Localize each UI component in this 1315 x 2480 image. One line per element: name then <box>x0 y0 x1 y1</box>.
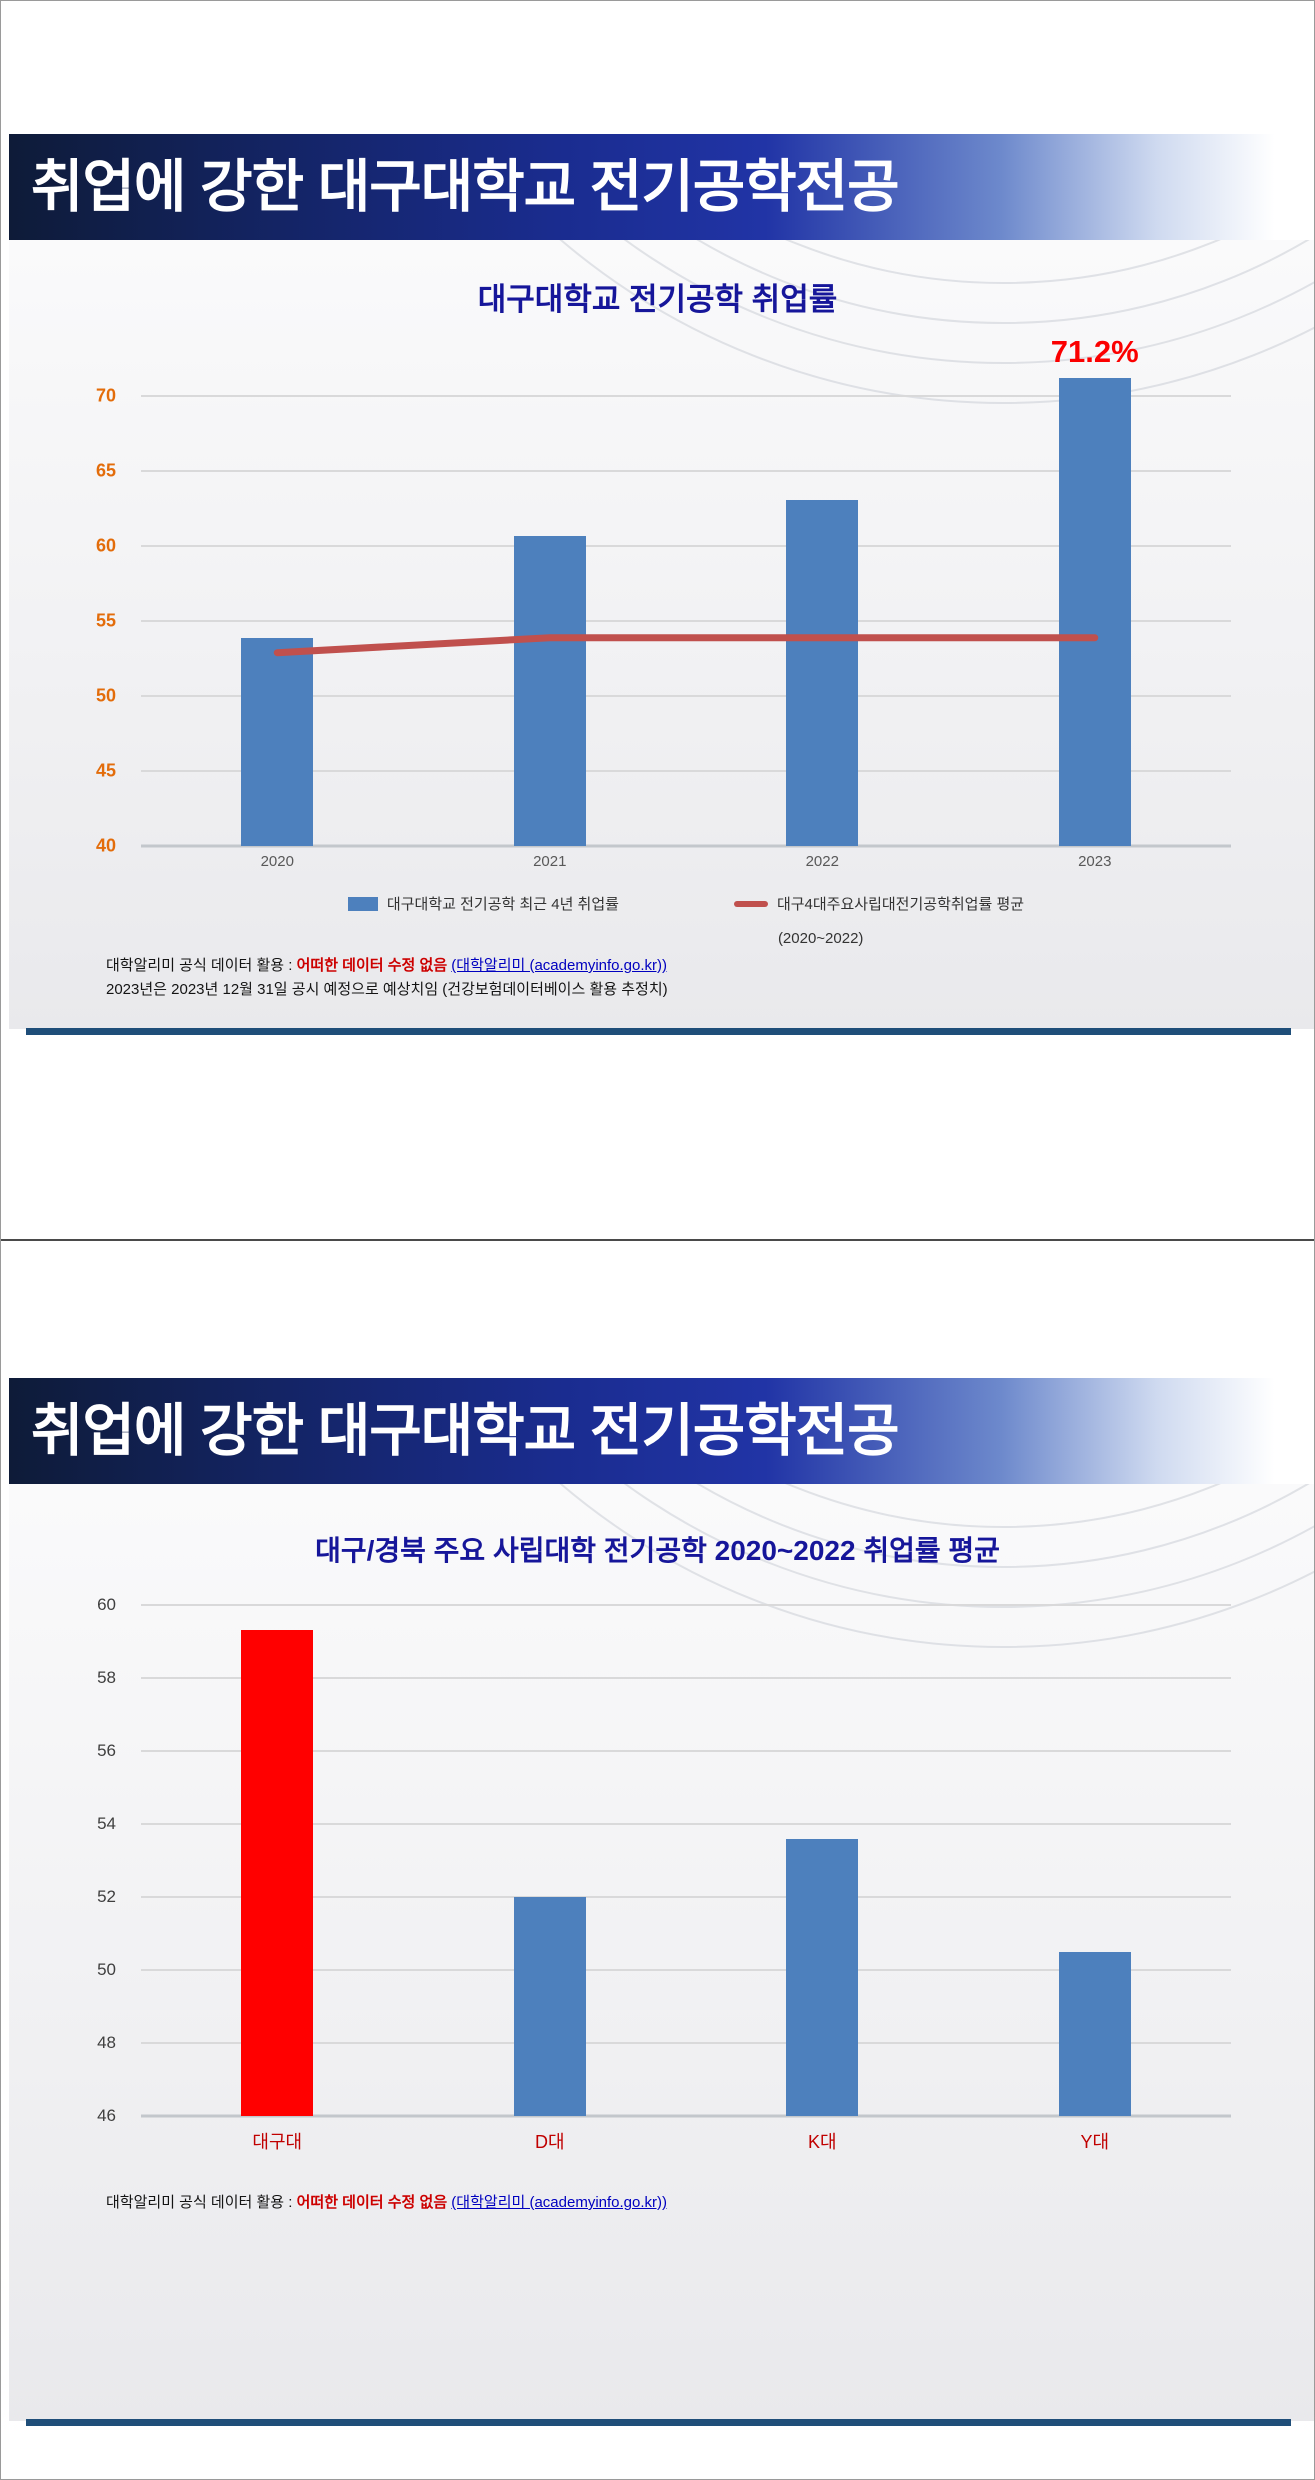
legend-bar-swatch-icon <box>347 896 378 911</box>
y-axis: 40 45 50 55 60 65 70 <box>51 359 126 856</box>
legend-label-line2: (2020~2022) <box>777 930 864 947</box>
bar-2021 <box>513 535 586 846</box>
gridline-50 <box>141 695 1231 698</box>
x-tick-2021: 2021 <box>533 853 567 870</box>
gridline-48 <box>141 2041 1231 2044</box>
x-axis: 2020 2021 2022 2023 <box>141 853 1231 881</box>
chart-plot-area <box>141 1583 1231 2118</box>
title-banner: 취업에 강한 대구대학교 전기공학전공 <box>9 134 1314 240</box>
gridline-50 <box>141 1968 1231 1971</box>
x-tick-2022: 2022 <box>805 853 839 870</box>
gridline-58 <box>141 1676 1231 1679</box>
x-tick-Y대: Y대 <box>1080 2132 1110 2152</box>
bar-2020 <box>241 637 314 846</box>
arc-line <box>441 1484 1314 1528</box>
y-tick-70: 70 <box>95 385 116 406</box>
gridline-70 <box>141 395 1231 398</box>
bar-2022 <box>786 499 859 846</box>
page-boundary <box>1 1239 1314 1241</box>
academyinfo-link[interactable]: (대학알리미 (academyinfo.go.kr)) <box>451 2194 668 2211</box>
y-tick-46: 46 <box>97 2106 116 2125</box>
data-label-2023: 71.2% <box>1050 334 1139 370</box>
y-tick-54: 54 <box>97 1813 116 1833</box>
legend-line-swatch-icon <box>733 900 768 907</box>
chart-title: 대구/경북 주요 사립대학 전기공학 2020~2022 취업률 평균 <box>315 1535 1000 1566</box>
bar-D대 <box>513 1896 586 2116</box>
gridline-46 <box>141 2114 1231 2118</box>
footnote-line2: 2023년은 2023년 12월 31일 공시 예정으로 예상치임 (건강보험데… <box>106 981 668 998</box>
y-tick-60: 60 <box>97 1594 116 1614</box>
y-tick-50: 50 <box>95 685 116 706</box>
footnote: 대학알리미 공식 데이터 활용 : 어떠한 데이터 수정 없음 (대학알리미 (… <box>106 2191 667 2215</box>
gridline-60 <box>141 545 1231 548</box>
x-tick-K대: K대 <box>807 2132 837 2152</box>
legend-label: 대구4대주요사립대전기공학취업률 평균 <box>776 896 1025 913</box>
gridline-54 <box>141 1822 1231 1825</box>
x-tick-D대: D대 <box>534 2132 565 2152</box>
y-tick-45: 45 <box>95 760 116 781</box>
x-tick-2023: 2023 <box>1078 853 1112 870</box>
bar-2023 <box>1058 378 1131 846</box>
legend-item-bars: 대구대학교 전기공학 최근 4년 취업률 <box>347 893 619 947</box>
legend-item-line: 대구4대주요사립대전기공학취업률 평균 (2020~2022) <box>733 893 1025 947</box>
y-tick-52: 52 <box>97 1886 116 1906</box>
y-tick-55: 55 <box>95 610 116 631</box>
y-tick-65: 65 <box>95 460 116 481</box>
slide-1: 취업에 강한 대구대학교 전기공학전공 대구대학교 전기공학 취업률 40 45 5… <box>1 2 1314 1239</box>
title-banner: 취업에 강한 대구대학교 전기공학전공 <box>9 1378 1314 1484</box>
gridline-40 <box>141 844 1231 848</box>
gridline-65 <box>141 470 1231 473</box>
chart-legend: 대구대학교 전기공학 최근 4년 취업률 대구4대주요사립대전기공학취업률 평균… <box>141 893 1231 947</box>
chart-plot-area: 71.2% <box>141 334 1231 848</box>
x-axis: 대구대 D대 K대 Y대 <box>141 2128 1231 2156</box>
y-tick-56: 56 <box>97 1740 116 1760</box>
bar-K대 <box>786 1838 859 2116</box>
footnote-prefix: 대학알리미 공식 데이터 활용 : <box>106 2194 297 2211</box>
divider-bar <box>26 1028 1291 1035</box>
y-axis: 46 48 50 52 54 56 58 60 <box>51 1583 126 2125</box>
bar-Y대 <box>1058 1951 1131 2116</box>
footnote-prefix: 대학알리미 공식 데이터 활용 : <box>106 957 297 974</box>
gridline-60 <box>141 1603 1231 1606</box>
academyinfo-link[interactable]: (대학알리미 (academyinfo.go.kr)) <box>451 957 668 974</box>
slide-title: 취업에 강한 대구대학교 전기공학전공 <box>31 155 900 219</box>
x-tick-대구대: 대구대 <box>252 2132 303 2152</box>
gridline-56 <box>141 1749 1231 1752</box>
y-tick-58: 58 <box>97 1667 116 1687</box>
footnote: 대학알리미 공식 데이터 활용 : 어떠한 데이터 수정 없음 (대학알리미 (… <box>106 954 668 1002</box>
footnote-line1: 대학알리미 공식 데이터 활용 : 어떠한 데이터 수정 없음 (대학알리미 (… <box>106 954 668 978</box>
divider-bar <box>26 2419 1291 2426</box>
gridline-45 <box>141 770 1231 773</box>
gridline-52 <box>141 1895 1231 1898</box>
average-line <box>141 359 1231 846</box>
footnote-red-text: 어떠한 데이터 수정 없음 <box>296 957 448 974</box>
slide-title: 취업에 강한 대구대학교 전기공학전공 <box>31 1399 900 1463</box>
y-tick-40: 40 <box>95 835 116 856</box>
footnote-red-text: 어떠한 데이터 수정 없음 <box>296 2194 448 2211</box>
bar-대구대 <box>241 1630 314 2116</box>
y-tick-50: 50 <box>97 1959 116 1979</box>
legend-label: 대구대학교 전기공학 최근 4년 취업률 <box>386 896 619 913</box>
chart-title: 대구대학교 전기공학 취업률 <box>477 282 838 317</box>
y-tick-48: 48 <box>97 2032 116 2052</box>
y-tick-60: 60 <box>95 535 116 556</box>
footnote-line1: 대학알리미 공식 데이터 활용 : 어떠한 데이터 수정 없음 (대학알리미 (… <box>106 2191 667 2215</box>
slide-2: 취업에 강한 대구대학교 전기공학전공 대구/경북 주요 사립대학 전기공학 2… <box>1 1241 1314 2478</box>
x-tick-2020: 2020 <box>260 853 294 870</box>
gridline-55 <box>141 620 1231 623</box>
